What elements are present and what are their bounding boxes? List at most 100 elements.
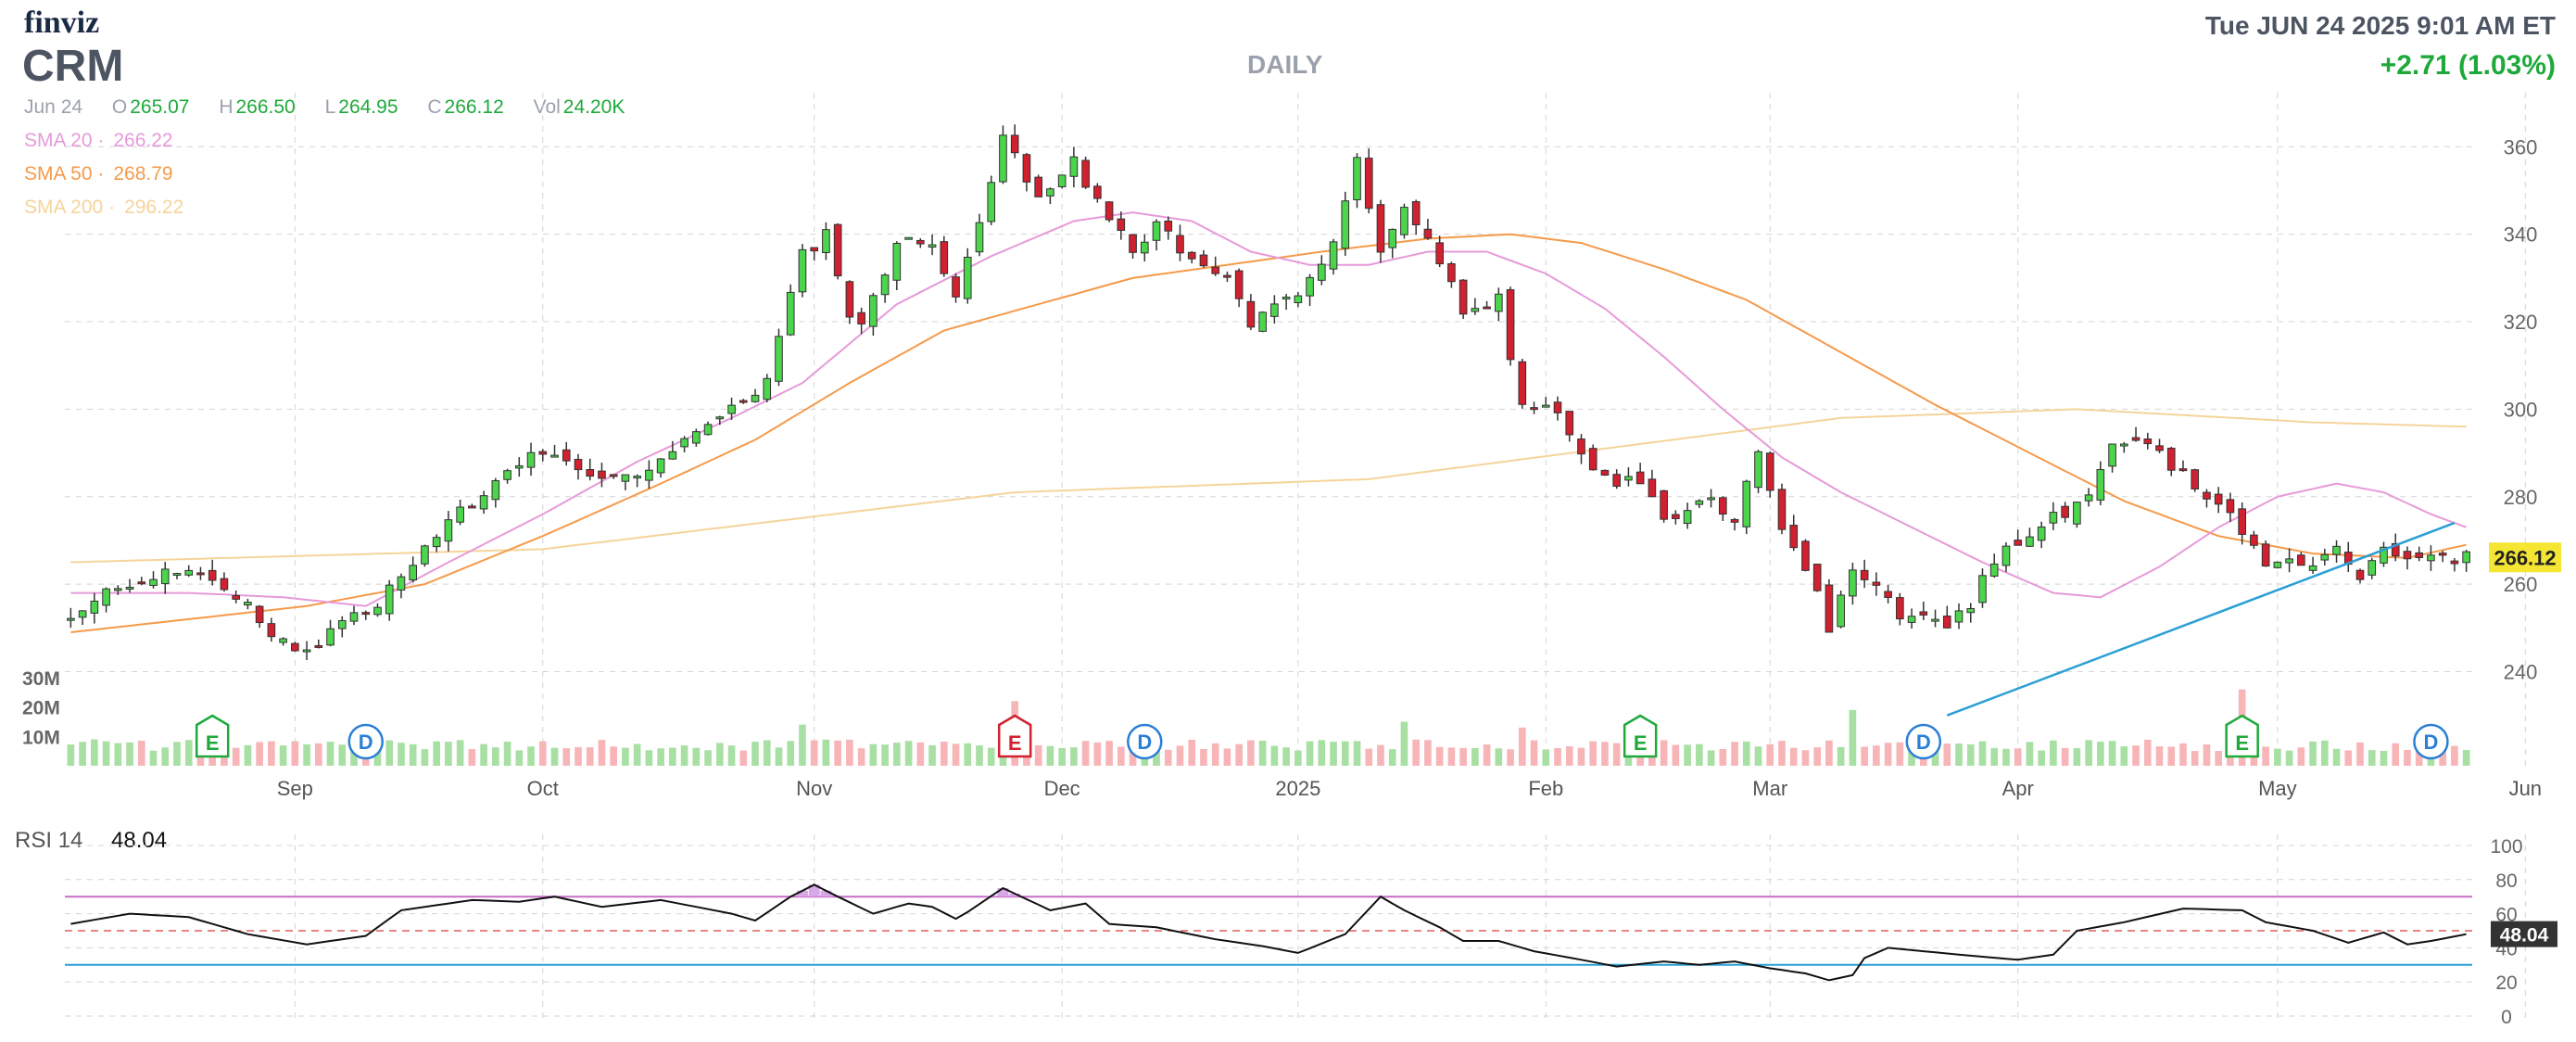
volume-bar [1435, 746, 1444, 766]
volume-bar [338, 744, 347, 766]
candle-up [633, 476, 641, 479]
candle-down [2438, 553, 2447, 556]
candle-down [833, 223, 842, 277]
volume-bar [1672, 744, 1680, 766]
candle-up [1282, 297, 1291, 300]
candle-down [1117, 218, 1126, 232]
finviz-logo[interactable]: finviz [24, 6, 100, 40]
rsi-tick-label: 100 [2490, 836, 2522, 858]
candle-up [125, 586, 134, 590]
candle-down [1553, 401, 1562, 413]
candle-up [102, 588, 110, 606]
volume-bar [492, 747, 499, 766]
candle-up [987, 182, 996, 222]
volume-bar [1070, 747, 1078, 766]
rsi-tick-label: 60 [2495, 905, 2517, 926]
timeframe-label[interactable]: DAILY [1247, 50, 1323, 79]
candle-down [1577, 438, 1585, 455]
candle-down [1105, 201, 1114, 221]
time-axis-label: Dec [1044, 777, 1080, 800]
candle-up [2368, 560, 2377, 576]
candle-up [1046, 188, 1054, 197]
rsi-label: RSI 14 [15, 828, 83, 853]
candle-up [1471, 308, 1480, 312]
volume-bar [550, 747, 559, 766]
volume-bar [704, 750, 712, 766]
candle-up [2037, 526, 2046, 541]
volume-bar [2014, 748, 2022, 766]
candle-up [1742, 480, 1751, 527]
volume-bar [291, 741, 299, 766]
candle-up [172, 573, 182, 577]
dividend-marker-icon [2413, 723, 2449, 760]
dividend-marker-label: D [1137, 731, 1152, 754]
volume-bar [2143, 739, 2152, 766]
sma20-label: SMA 20 [24, 130, 93, 151]
volume-bar [1058, 747, 1066, 766]
candle-down [574, 459, 583, 471]
volume-bar [1153, 750, 1160, 766]
volume-bar [1966, 743, 1975, 766]
volume-bar [1282, 747, 1290, 766]
volume-bar [1318, 740, 1326, 766]
volume-bar [1188, 739, 1196, 766]
candle-down [361, 612, 371, 616]
candle-down [562, 449, 571, 462]
volume-bar [1223, 748, 1231, 766]
volume-bar [2215, 751, 2223, 766]
volume-bar [928, 744, 936, 766]
volume-bar [822, 739, 830, 766]
sma50-legend[interactable]: SMA 50 · 268.79 [24, 163, 173, 184]
candle-up [2427, 554, 2435, 562]
price-tick-label: 360 [2504, 135, 2538, 159]
candle-up [67, 617, 75, 621]
candle-down [1506, 289, 1515, 361]
volume-bar [2038, 750, 2045, 766]
candle-down [1860, 569, 1869, 580]
volume-bar [1801, 750, 1810, 766]
candle-up [337, 619, 347, 629]
candle-down [2391, 542, 2400, 557]
candle-up [928, 244, 937, 248]
candle-up [421, 545, 429, 565]
open-value: 265.07 [130, 96, 190, 118]
candle-up [90, 600, 99, 614]
volume-bar [398, 743, 405, 766]
volume-bar [575, 746, 582, 766]
volume-bar [1129, 747, 1137, 766]
volume-bar [1483, 744, 1491, 766]
candle-up [397, 576, 406, 591]
candle-down [255, 605, 264, 624]
candle-down [2355, 569, 2365, 580]
close-label: C [427, 96, 442, 118]
earnings-marker-icon [195, 714, 230, 758]
volume-bar [692, 747, 701, 766]
sma200-legend[interactable]: SMA 200 · 296.22 [24, 197, 184, 218]
rsi-value: 48.04 [111, 828, 168, 853]
volume-bar [279, 745, 287, 766]
candle-down [940, 241, 949, 274]
sma20-legend[interactable]: SMA 20 · 266.22 [24, 130, 173, 151]
candle-up [349, 612, 359, 622]
candle-down [1565, 411, 1574, 436]
candle-up [2096, 469, 2105, 501]
volume-bar [421, 749, 429, 766]
volume-bar [126, 742, 133, 766]
candle-up [869, 295, 878, 327]
price-tick-label: 280 [2504, 486, 2538, 509]
candle-down [1518, 361, 1527, 405]
sma200-line [70, 408, 2467, 564]
candle-up [526, 451, 536, 468]
dividend-marker-icon [1127, 723, 1163, 760]
volume-bar [976, 745, 983, 766]
volume-bar [669, 747, 676, 766]
dividend-marker-label: D [359, 731, 373, 754]
candle-up [1966, 607, 1976, 614]
candle-down [1884, 591, 1892, 598]
ohlc-date: Jun 24 [24, 96, 83, 118]
candle-down [2297, 554, 2305, 566]
earnings-marker-label: E [206, 731, 220, 755]
volume-bar [1813, 747, 1822, 766]
dividend-marker-label: D [1916, 731, 1931, 754]
